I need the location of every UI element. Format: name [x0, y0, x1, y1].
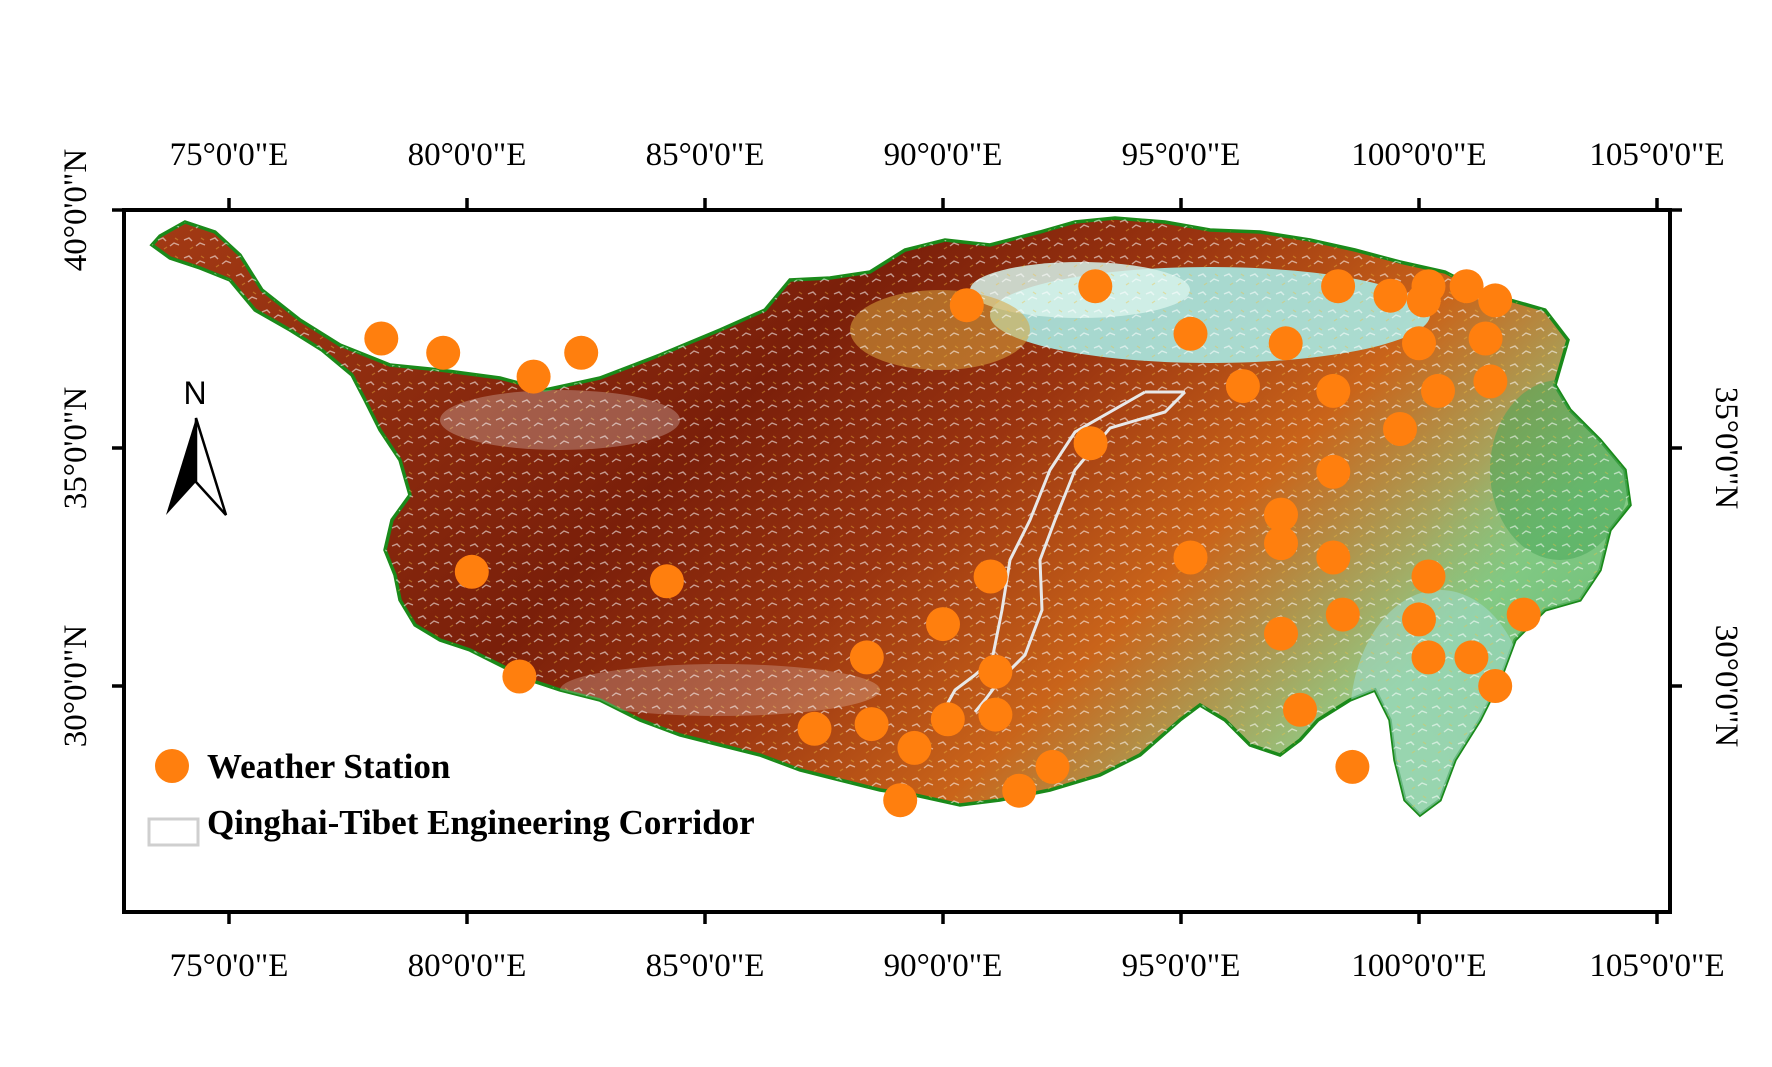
weather-station-marker	[1078, 269, 1113, 304]
weather-station-marker	[797, 711, 832, 746]
weather-station-marker	[1325, 597, 1360, 632]
weather-station-marker	[502, 659, 537, 694]
weather-station-marker	[849, 640, 884, 675]
snowfield-west	[440, 390, 680, 450]
bottom-lon-label: 80°0'0"E	[408, 948, 527, 984]
weather-station-marker	[978, 697, 1013, 732]
top-lon-label: 80°0'0"E	[408, 137, 527, 173]
weather-station-marker	[1173, 540, 1208, 575]
legend-station-label: Weather Station	[207, 747, 450, 786]
weather-station-marker	[1506, 597, 1541, 632]
weather-station-marker	[854, 707, 889, 742]
corridor-west-edge	[943, 390, 1146, 709]
weather-station-marker	[1264, 526, 1298, 561]
weather-stations-layer	[364, 269, 1541, 818]
left-lat-label: 35°0'0"N	[58, 387, 94, 510]
north-arrow-icon-outline	[194, 417, 228, 516]
top-lon-label: 105°0'0"E	[1589, 137, 1724, 173]
left-lat-label: 30°0'0"N	[58, 625, 94, 748]
top-lon-label: 85°0'0"E	[646, 137, 765, 173]
weather-station-marker	[1316, 540, 1351, 575]
weather-station-marker	[949, 288, 984, 323]
weather-station-marker	[1421, 373, 1455, 408]
weather-station-marker	[1411, 559, 1446, 594]
top-axis-labels: 75°0'0"E 80°0'0"E 85°0'0"E 90°0'0"E 95°0…	[170, 137, 1725, 173]
legend-station-symbol	[155, 749, 189, 783]
right-lat-label: 35°0'0"N	[1708, 387, 1744, 510]
legend: Weather Station Qinghai-Tibet Engineerin…	[147, 747, 755, 847]
weather-station-marker	[926, 607, 960, 642]
snowfield-south	[560, 664, 880, 716]
weather-station-marker	[1316, 454, 1351, 489]
top-lon-label: 95°0'0"E	[1122, 137, 1241, 173]
weather-station-marker	[1411, 640, 1446, 675]
weather-station-marker	[978, 654, 1013, 689]
weather-station-marker	[1283, 692, 1317, 727]
legend-corridor-symbol	[147, 817, 200, 847]
weather-station-marker	[564, 335, 599, 370]
bottom-lon-label: 75°0'0"E	[170, 948, 289, 984]
bottom-lon-label: 105°0'0"E	[1589, 948, 1724, 984]
weather-station-marker	[516, 359, 551, 394]
top-lon-label: 75°0'0"E	[170, 137, 289, 173]
weather-station-marker	[454, 554, 489, 589]
weather-station-marker	[1454, 640, 1489, 675]
weather-station-marker	[1406, 283, 1441, 318]
top-lon-label: 90°0'0"E	[884, 137, 1003, 173]
weather-station-marker	[1478, 669, 1513, 703]
weather-station-marker	[1449, 269, 1484, 304]
weather-station-marker	[1268, 326, 1303, 361]
weather-station-marker	[1264, 497, 1298, 532]
weather-station-marker	[883, 783, 918, 818]
weather-station-marker	[1402, 326, 1436, 361]
left-lat-label: 40°0'0"N	[58, 149, 94, 272]
north-arrow: N	[166, 375, 228, 516]
weather-station-marker	[1002, 773, 1037, 808]
top-lon-label: 100°0'0"E	[1351, 137, 1486, 173]
weather-station-marker	[930, 702, 965, 737]
weather-station-marker	[1073, 426, 1108, 461]
bottom-lon-label: 85°0'0"E	[646, 948, 765, 984]
weather-station-marker	[1335, 749, 1370, 784]
right-lat-label: 30°0'0"N	[1708, 625, 1744, 748]
bottom-lon-label: 95°0'0"E	[1122, 948, 1241, 984]
weather-station-marker	[1264, 616, 1298, 651]
axis-ticks	[112, 198, 1682, 924]
bottom-lon-label: 100°0'0"E	[1351, 948, 1486, 984]
north-arrow-label: N	[183, 375, 206, 411]
weather-station-marker	[1316, 373, 1351, 408]
weather-station-marker	[1225, 369, 1260, 404]
bottom-lon-label: 90°0'0"E	[884, 948, 1003, 984]
legend-corridor-label: Qinghai-Tibet Engineering Corridor	[207, 803, 755, 842]
north-arrow-icon	[166, 418, 196, 515]
weather-station-marker	[897, 730, 932, 765]
left-axis-labels: 40°0'0"N 35°0'0"N 30°0'0"N	[58, 149, 94, 748]
weather-station-marker	[1383, 412, 1417, 446]
weather-station-marker	[426, 335, 461, 370]
right-axis-labels: 35°0'0"N 30°0'0"N	[1708, 387, 1744, 748]
weather-station-marker	[1373, 278, 1408, 313]
weather-station-marker	[649, 564, 684, 599]
weather-station-marker	[1321, 269, 1356, 304]
weather-station-marker	[1402, 602, 1436, 637]
weather-station-marker	[973, 559, 1008, 594]
weather-station-marker	[1468, 321, 1503, 356]
weather-station-marker	[1478, 283, 1513, 318]
weather-station-marker	[364, 321, 399, 356]
weather-station-marker	[1473, 364, 1508, 399]
weather-station-marker	[1173, 316, 1208, 351]
bottom-axis-labels: 75°0'0"E 80°0'0"E 85°0'0"E 90°0'0"E 95°0…	[170, 948, 1725, 984]
weather-station-marker	[1035, 749, 1070, 784]
